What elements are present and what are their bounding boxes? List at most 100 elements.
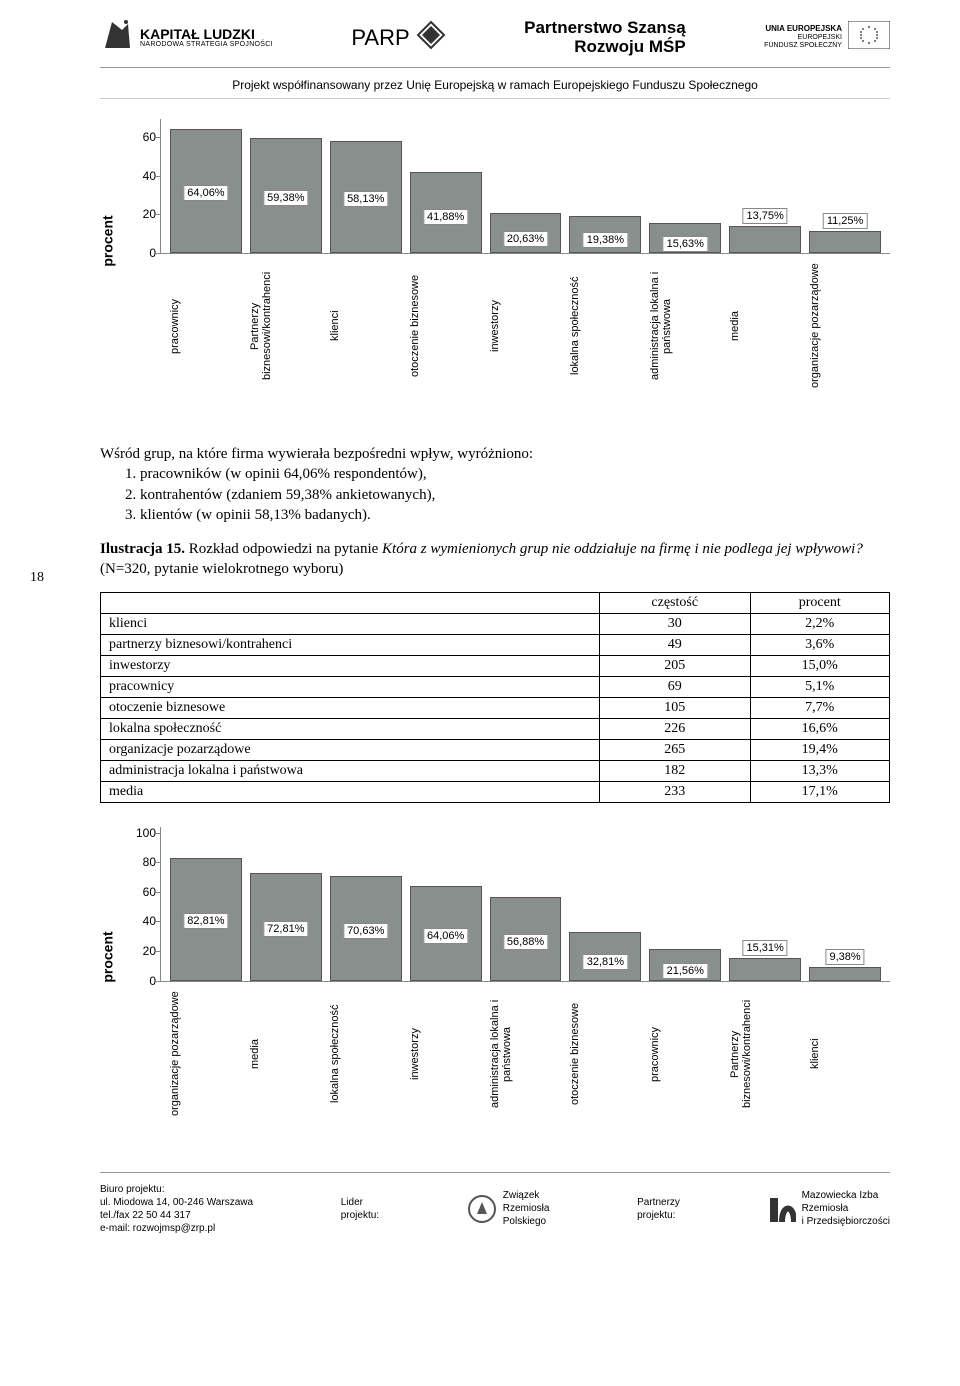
bar-value-label: 64,06% [183,185,228,201]
cell-count: 49 [599,634,750,655]
bar-column: 21,56% [649,949,721,981]
footer-biuro: Biuro projektu: ul. Miodowa 14, 00-246 W… [100,1183,253,1235]
x-axis-label: pracownicy [169,254,241,404]
cell-label: pracownicy [101,676,600,697]
intro-line: Wśród grup, na które firma wywierała bez… [100,444,890,464]
parp-icon [416,20,446,55]
bar [729,226,801,253]
x-axis-label: media [249,982,321,1132]
x-axis-label: klienci [329,254,401,404]
x-axis-label: Partnerzy biznesowi/kontrahenci [729,982,801,1132]
table-row: klienci302,2% [101,613,890,634]
illustration-caption: Ilustracja 15. Rozkład odpowiedzi na pyt… [100,539,890,580]
table-row: media23317,1% [101,781,890,802]
bar-column: 19,38% [569,216,641,253]
bar-column: 82,81% [170,858,242,980]
kl-subtitle: NARODOWA STRATEGIA SPÓJNOŚCI [140,41,273,48]
caption-ital: Która z wymienionych grup nie oddziałuje… [382,541,863,557]
list-item-2: kontrahentów (zdaniem 59,38% ankietowany… [140,485,890,505]
bar-value-label: 58,13% [343,191,388,207]
ytick: 40 [126,169,156,183]
bar-value-label: 9,38% [825,949,864,965]
ytick: 60 [126,885,156,899]
mirp-text: Mazowiecka Izba Rzemiosła i Przedsiębior… [802,1189,890,1228]
table-row: administracja lokalna i państwowa18213,3… [101,760,890,781]
cell-label: organizacje pozarządowe [101,739,600,760]
bar-value-label: 32,81% [583,954,628,970]
x-axis-label: Partnerzy biznesowi/kontrahenci [249,254,321,404]
bar-column: 11,25% [809,231,881,253]
list-item-1: pracowników (w opinii 64,06% respondentó… [140,464,890,484]
table-row: otoczenie biznesowe1057,7% [101,697,890,718]
bar-column: 64,06% [170,129,242,253]
table-row: inwestorzy20515,0% [101,655,890,676]
eu-l2: EUROPEJSKI [764,34,842,42]
bar [729,958,801,981]
cell-label: klienci [101,613,600,634]
bar-column: 58,13% [330,141,402,253]
eu-l1: UNIA EUROPEJSKA [764,25,842,34]
bar-column: 13,75% [729,226,801,253]
bar-column: 41,88% [410,172,482,253]
biuro-l4: e-mail: rozwojmsp@zrp.pl [100,1222,253,1235]
cell-percent: 3,6% [750,634,890,655]
bar [809,967,881,981]
ytick: 80 [126,855,156,869]
szansa-l2: Rozwoju MŚP [524,38,686,57]
logo-partnerstwo: Partnerstwo Szansą Rozwoju MŚP [524,19,686,56]
intro-paragraph: Wśród grup, na które firma wywierała bez… [100,444,890,525]
cell-label: lokalna społeczność [101,718,600,739]
x-axis-label: pracownicy [649,982,721,1132]
x-axis-label: organizacje pozarządowe [169,982,241,1132]
eu-l3: FUNDUSZ SPOŁECZNY [764,42,842,50]
cell-count: 69 [599,676,750,697]
table-row: organizacje pozarządowe26519,4% [101,739,890,760]
bar-column: 64,06% [410,886,482,981]
bar-value-label: 21,56% [663,963,708,979]
table-row: lokalna społeczność22616,6% [101,718,890,739]
mirp-icon [768,1194,796,1224]
cell-percent: 15,0% [750,655,890,676]
subheader-text: Projekt współfinansowany przez Unię Euro… [100,78,890,99]
ytick: 20 [126,207,156,221]
x-axis-label: media [729,254,801,404]
biuro-l1: Biuro projektu: [100,1183,253,1196]
biuro-l2: ul. Miodowa 14, 00-246 Warszawa [100,1196,253,1209]
page-header: KAPITAŁ LUDZKI NARODOWA STRATEGIA SPÓJNO… [100,0,890,68]
bar-column: 32,81% [569,932,641,980]
bar-value-label: 20,63% [503,231,548,247]
x-axis-label: inwestorzy [489,254,561,404]
bar-column: 15,63% [649,223,721,253]
th-procent: procent [750,592,890,613]
x-axis-label: administracja lokalna i państwowa [489,982,561,1132]
bar-value-label: 59,38% [263,190,308,206]
cell-count: 105 [599,697,750,718]
footer-partnerzy: Partnerzy projektu: [637,1196,680,1222]
x-axis-label: lokalna społeczność [569,254,641,404]
ytick: 100 [126,826,156,840]
bar-value-label: 11,25% [823,213,868,229]
bar-value-label: 82,81% [183,913,228,929]
list-item-3: klientów (w opinii 58,13% badanych). [140,505,890,525]
bar-column: 70,63% [330,876,402,980]
bar-value-label: 19,38% [583,232,628,248]
chart2-ylabel: procent [100,931,116,982]
chart1-ylabel: procent [100,215,116,266]
cell-label: media [101,781,600,802]
bar-column: 20,63% [490,213,562,253]
caption-r2: (N=320, pytanie wielokrotnego wyboru) [100,561,343,577]
cell-label: otoczenie biznesowe [101,697,600,718]
bar-column: 9,38% [809,967,881,981]
bar-value-label: 15,63% [663,236,708,252]
cell-count: 182 [599,760,750,781]
caption-r1: Rozkład odpowiedzi na pytanie [189,541,382,557]
bar-value-label: 72,81% [263,921,308,937]
x-axis-label: otoczenie biznesowe [409,254,481,404]
x-axis-label: organizacje pozarządowe [809,254,881,404]
bar-value-label: 41,88% [423,209,468,225]
x-axis-label: otoczenie biznesowe [569,982,641,1132]
bar-column: 15,31% [729,958,801,981]
logo-eu: UNIA EUROPEJSKA EUROPEJSKI FUNDUSZ SPOŁE… [764,21,890,54]
footer-lider: Lider projektu: [341,1196,379,1222]
ytick: 60 [126,130,156,144]
